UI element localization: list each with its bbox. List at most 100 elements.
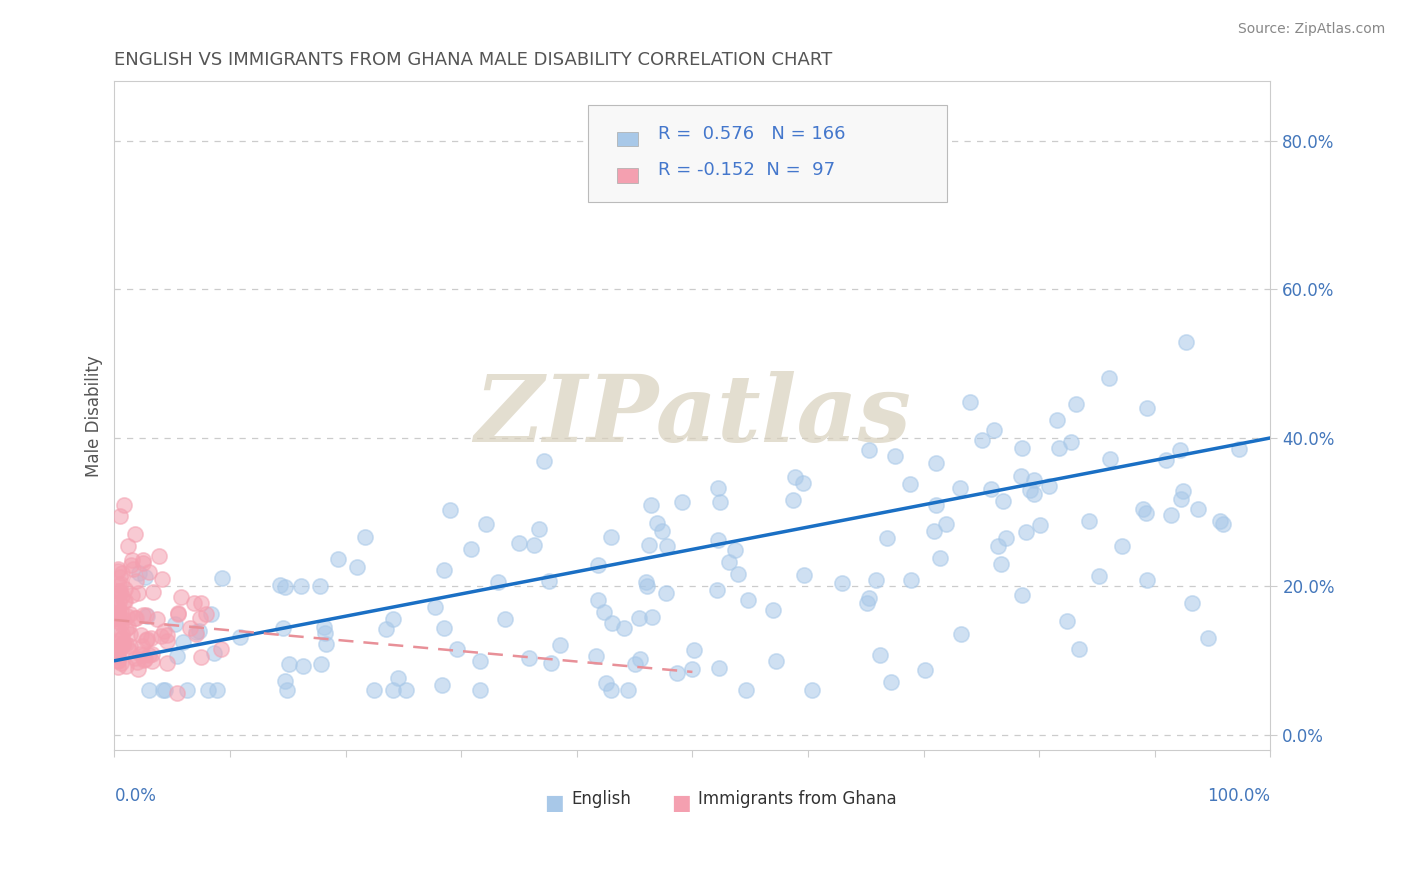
Point [865, 573, 887, 587]
Point [136, 632, 159, 646]
Point [309, 579, 332, 593]
Point [782, 493, 804, 508]
Point [271, 621, 294, 635]
Point [314, 620, 336, 634]
Point [1046, 413, 1069, 427]
Point [163, 616, 186, 631]
Point [994, 531, 1017, 545]
Point [657, 539, 679, 553]
Point [107, 605, 129, 619]
Point [156, 633, 179, 648]
Point [382, 683, 405, 698]
Point [117, 539, 139, 553]
Point [131, 556, 153, 570]
Point [970, 433, 993, 447]
Point [197, 683, 219, 698]
Point [346, 560, 368, 574]
Point [665, 665, 688, 680]
Point [153, 683, 176, 698]
Point [737, 592, 759, 607]
Point [651, 524, 673, 538]
Point [139, 631, 162, 645]
Point [1010, 468, 1032, 483]
Point [801, 683, 824, 698]
Point [107, 640, 129, 654]
Point [131, 639, 153, 653]
Point [628, 651, 651, 665]
Point [108, 642, 131, 657]
Point [537, 574, 560, 589]
Point [586, 593, 609, 607]
Point [540, 656, 562, 670]
Point [134, 570, 156, 584]
Point [1060, 435, 1083, 450]
Point [1018, 483, 1040, 498]
Point [628, 611, 651, 625]
Point [115, 609, 138, 624]
Point [114, 659, 136, 673]
Point [110, 632, 132, 647]
Point [211, 571, 233, 585]
Point [132, 553, 155, 567]
Point [792, 476, 814, 491]
Point [585, 649, 607, 664]
Point [107, 615, 129, 629]
Point [550, 638, 572, 652]
Point [176, 683, 198, 698]
Point [949, 481, 972, 495]
Point [475, 517, 498, 532]
Point [707, 533, 730, 547]
Point [107, 611, 129, 625]
Point [991, 494, 1014, 508]
Point [110, 616, 132, 631]
Point [681, 663, 703, 677]
Point [107, 660, 129, 674]
Point [671, 495, 693, 509]
Point [167, 607, 190, 621]
Point [156, 628, 179, 642]
Point [138, 683, 160, 698]
Point [949, 626, 972, 640]
Point [613, 621, 636, 635]
Point [935, 516, 957, 531]
Point [1022, 487, 1045, 501]
Point [785, 469, 807, 483]
Point [433, 563, 456, 577]
Point [107, 622, 129, 636]
Point [107, 599, 129, 614]
Point [762, 603, 785, 617]
Point [132, 653, 155, 667]
Point [523, 538, 546, 552]
Point [141, 647, 163, 661]
Point [127, 655, 149, 669]
Point [110, 577, 132, 591]
Point [1047, 441, 1070, 455]
Point [108, 569, 131, 583]
Point [326, 552, 349, 566]
Point [636, 574, 658, 589]
Point [184, 627, 207, 641]
Point [124, 651, 146, 665]
Point [315, 637, 337, 651]
Point [595, 675, 617, 690]
Point [128, 566, 150, 580]
Point [135, 608, 157, 623]
Point [470, 683, 492, 698]
Point [112, 612, 135, 626]
Point [118, 607, 141, 621]
Point [382, 612, 405, 626]
Point [183, 596, 205, 610]
Point [107, 646, 129, 660]
Point [645, 516, 668, 530]
Point [132, 648, 155, 662]
Point [494, 612, 516, 626]
Point [115, 637, 138, 651]
Point [148, 549, 170, 564]
Point [129, 628, 152, 642]
Point [110, 637, 132, 651]
Point [190, 596, 212, 610]
Point [1099, 451, 1122, 466]
Point [1135, 506, 1157, 520]
Point [1098, 371, 1121, 385]
Point [1154, 452, 1177, 467]
